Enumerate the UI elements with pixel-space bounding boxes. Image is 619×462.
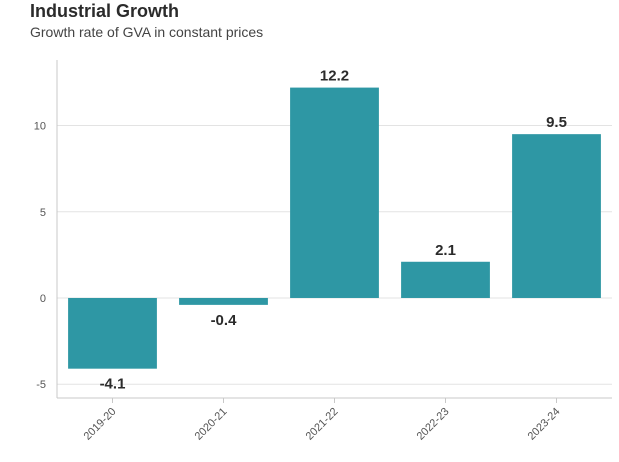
- data-label: -0.4: [211, 312, 238, 329]
- bar: [512, 134, 601, 298]
- chart-subtitle: Growth rate of GVA in constant prices: [30, 24, 264, 40]
- y-tick-label: -5: [36, 379, 46, 391]
- data-label: -4.1: [100, 376, 126, 393]
- data-label: 12.2: [320, 68, 349, 85]
- bars: [68, 87, 601, 369]
- x-tick-label: 2019-20: [82, 406, 119, 443]
- y-tick-label: 10: [34, 121, 46, 133]
- chart-title: Industrial Growth: [30, 1, 180, 21]
- x-tick-label: 2020-21: [193, 406, 230, 443]
- data-label: 9.5: [546, 114, 567, 131]
- y-tick-label: 5: [40, 207, 46, 219]
- x-tick-label: 2021-22: [304, 406, 341, 443]
- data-labels: -4.1 -0.4 12.2 2.1 9.5: [100, 68, 567, 393]
- bar: [179, 297, 268, 305]
- bar: [68, 297, 157, 369]
- x-tick-label: 2022-23: [415, 406, 452, 443]
- bar: [290, 87, 379, 298]
- bar: [401, 261, 490, 298]
- y-tick-label: 0: [40, 293, 46, 305]
- data-label: 2.1: [435, 242, 456, 259]
- x-tick-label: 2023-24: [526, 406, 563, 443]
